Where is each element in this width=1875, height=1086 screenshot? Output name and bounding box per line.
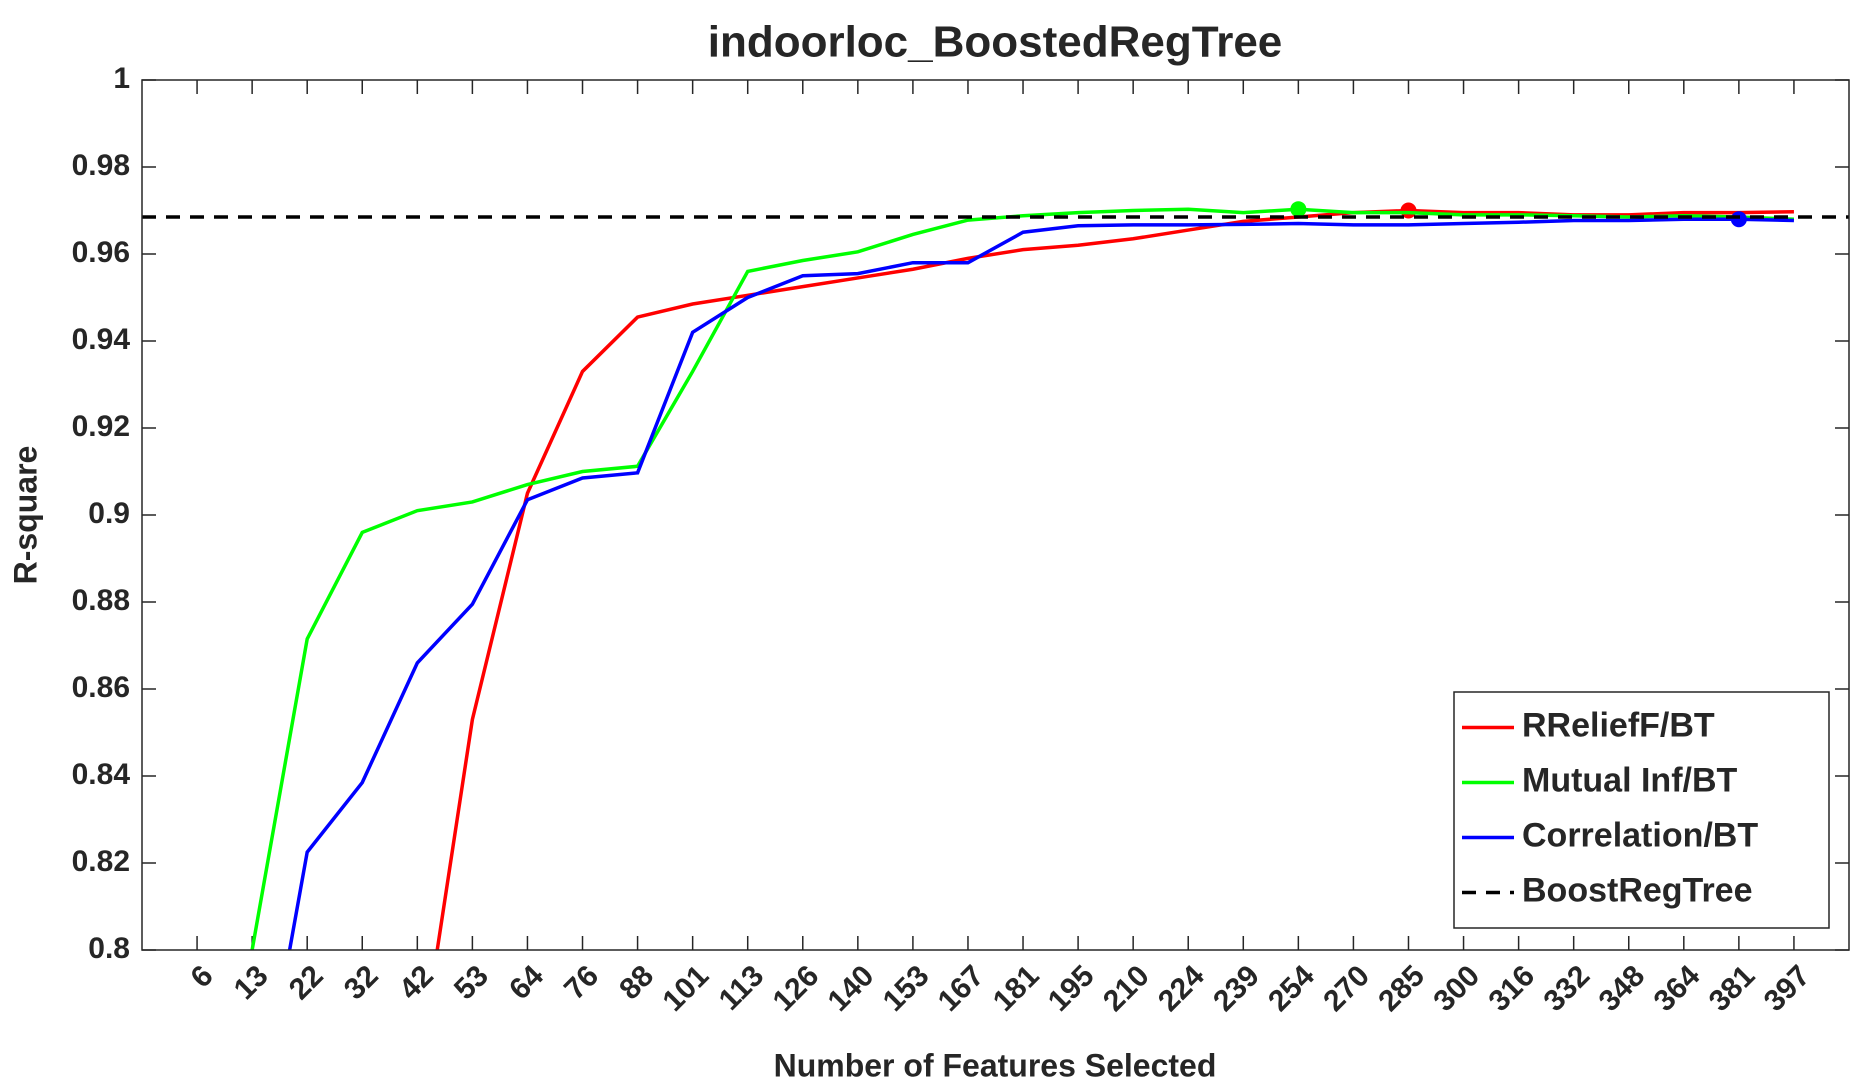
y-tick-label: 0.98 — [72, 149, 130, 182]
y-tick-label: 0.96 — [72, 236, 130, 269]
plot-area — [142, 201, 1849, 950]
series-line — [435, 208, 1794, 950]
legend-label: Correlation/BT — [1522, 816, 1758, 854]
legend-box — [1453, 691, 1830, 929]
y-tick-label: 0.82 — [72, 845, 130, 878]
plot-frame — [141, 79, 1850, 951]
series-line — [287, 217, 1794, 950]
y-tick-label: 0.86 — [72, 671, 130, 704]
y-tick-label: 0.88 — [72, 584, 130, 617]
x-axis-label: Number of Features Selected — [774, 1047, 1217, 1083]
y-axis-label: R-square — [7, 446, 43, 585]
legend-label: Mutual Inf/BT — [1522, 761, 1738, 799]
y-tick-label: 1 — [113, 62, 130, 95]
chart-title: indoorloc_BoostedRegTree — [708, 18, 1283, 67]
y-tick-label: 0.84 — [72, 758, 131, 791]
y-tick-label: 0.8 — [88, 932, 130, 965]
legend-label: BoostRegTree — [1522, 871, 1753, 909]
highlight-marker — [1730, 211, 1747, 228]
y-tick-label: 0.94 — [72, 323, 131, 356]
y-tick-label: 0.92 — [72, 410, 130, 443]
y-tick-label: 0.9 — [88, 497, 130, 530]
highlight-marker — [1290, 201, 1307, 218]
legend-label: RReliefF/BT — [1522, 706, 1715, 744]
